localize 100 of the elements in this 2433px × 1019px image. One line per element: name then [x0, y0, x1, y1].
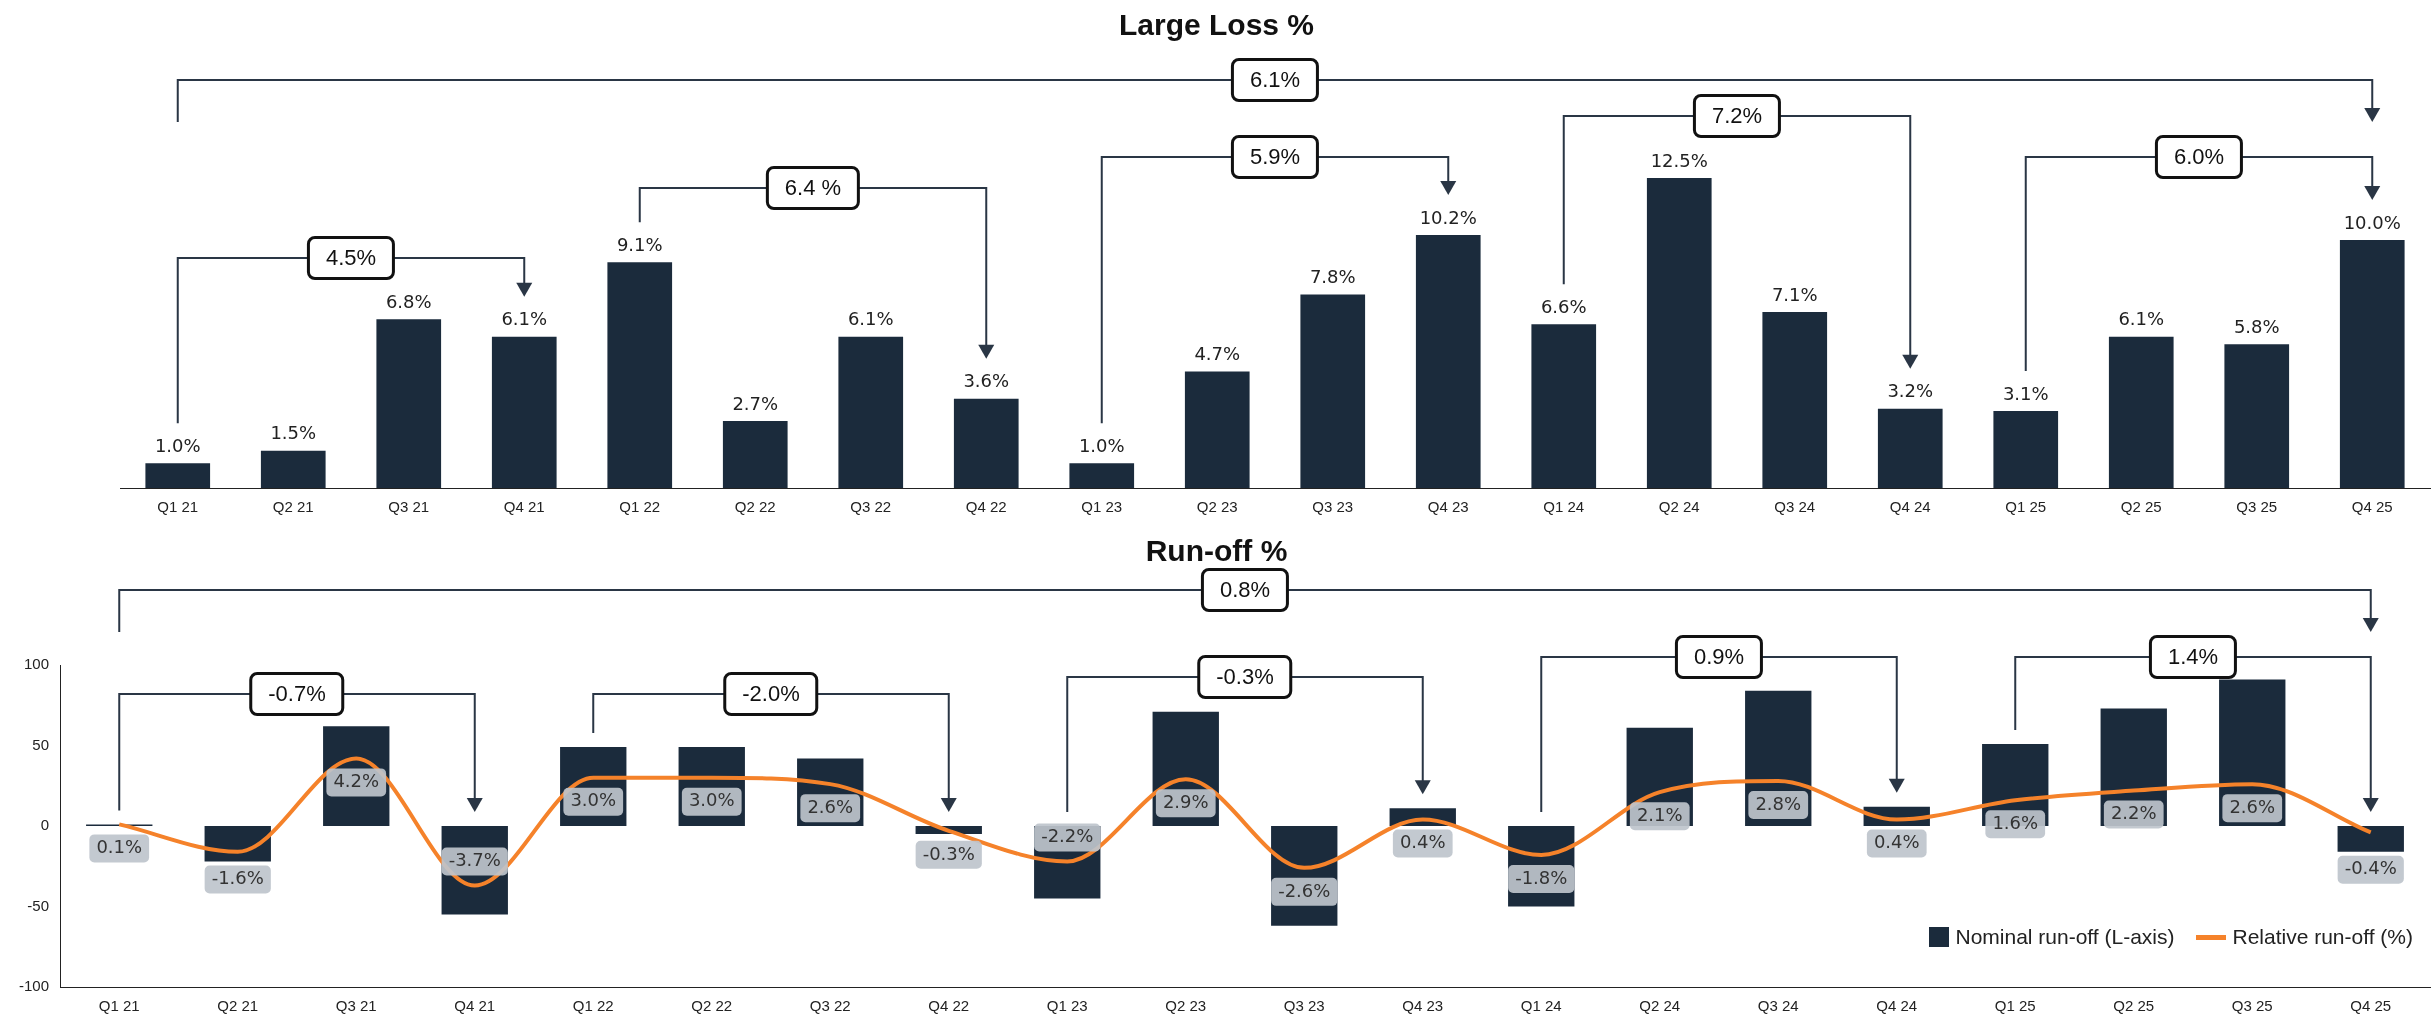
data-label: -0.3%: [922, 842, 975, 864]
x-tick-label: Q1 22: [572, 997, 614, 1015]
annotation: -0.7%: [249, 672, 345, 716]
x-tick-label: Q2 22: [734, 498, 776, 516]
data-label: 6.1%: [847, 308, 894, 330]
data-label: 7.1%: [1771, 283, 1818, 305]
x-tick-label: Q3 25: [2231, 997, 2273, 1015]
data-label: 2.1%: [1636, 803, 1683, 825]
y-tick-label: -100: [18, 977, 49, 995]
data-label: 9.1%: [616, 233, 663, 255]
text: 7.2%: [1692, 94, 1782, 138]
annotation: 6.4 %: [765, 166, 861, 210]
bar: [1993, 411, 2059, 488]
x-tick-label: Q4 25: [2351, 498, 2393, 516]
text: 5.9%: [1230, 135, 1320, 179]
x-tick-label: Q3 24: [1774, 498, 1816, 516]
y-tick-label: 50: [32, 735, 49, 753]
data-label: 10.0%: [2343, 211, 2401, 233]
x-tick-label: Q4 25: [2350, 997, 2392, 1015]
bar: [1415, 235, 1481, 488]
data-label: 2.7%: [732, 392, 779, 414]
data-label: 0.1%: [96, 836, 143, 858]
x-tick-label: Q3 23: [1312, 498, 1354, 516]
data-label: 10.2%: [1419, 206, 1477, 228]
x-tick-label: Q1 23: [1046, 997, 1088, 1015]
bar: [607, 262, 673, 488]
data-label: 3.2%: [1887, 380, 1934, 402]
x-tick-label: Q1 23: [1081, 498, 1123, 516]
x-tick-label: Q1 25: [1994, 997, 2036, 1015]
text: 6.0%: [2154, 135, 2244, 179]
x-tick-label: Q3 21: [388, 498, 430, 516]
chart-title: Large Loss %: [1117, 8, 1316, 42]
bar: [260, 450, 326, 488]
x-tick-label: Q1 22: [619, 498, 661, 516]
data-label: 0.4%: [1399, 831, 1446, 853]
data-label: 2.8%: [1755, 792, 1802, 814]
legend-label: Relative run-off (%): [2232, 925, 2413, 949]
data-label: 0.4%: [1873, 831, 1920, 853]
annotation: -0.3%: [1197, 655, 1293, 699]
data-label: 2.6%: [807, 795, 854, 817]
data-label: -0.4%: [2344, 857, 2397, 879]
bar: [1069, 463, 1135, 488]
x-tick-label: Q1 25: [2005, 498, 2047, 516]
data-label: 5.8%: [2233, 315, 2280, 337]
data-label: 6.8%: [385, 291, 432, 313]
x-tick-label: Q4 24: [1876, 997, 1918, 1015]
bar: [2339, 240, 2405, 488]
data-label: 3.0%: [570, 789, 617, 811]
text: 6.1%: [1230, 58, 1320, 102]
data-label: -1.8%: [1515, 866, 1568, 888]
annotation: 0.9%: [1674, 635, 1764, 679]
bar: [1531, 324, 1597, 488]
bar: [1184, 371, 1250, 488]
x-tick-label: Q4 22: [965, 498, 1007, 516]
data-label: 2.9%: [1162, 790, 1209, 812]
bar: [1877, 408, 1943, 488]
legend-label: Nominal run-off (L-axis): [1955, 925, 2175, 949]
bar: [2337, 826, 2404, 852]
data-label: -2.6%: [1278, 879, 1331, 901]
x-tick-label: Q1 24: [1520, 997, 1562, 1015]
bar: [953, 398, 1019, 488]
annotation: 4.5%: [306, 236, 396, 280]
data-label: 6.1%: [501, 308, 548, 330]
x-tick-label: Q4 22: [928, 997, 970, 1015]
x-tick-label: Q4 21: [503, 498, 545, 516]
x-tick-label: Q1 21: [98, 997, 140, 1015]
data-label: 12.5%: [1650, 149, 1708, 171]
data-label: 3.6%: [963, 370, 1010, 392]
y-tick-label: -50: [27, 896, 49, 914]
data-label: 1.6%: [1992, 811, 2039, 833]
text: 0.8%: [1200, 568, 1290, 612]
bar: [2224, 344, 2290, 488]
x-tick-label: Q4 24: [1889, 498, 1931, 516]
x-tick-label: Q3 22: [850, 498, 892, 516]
annotation: 1.4%: [2148, 635, 2238, 679]
x-tick-label: Q4 23: [1402, 997, 1444, 1015]
data-label: 6.6%: [1540, 295, 1587, 317]
x-tick-label: Q4 21: [454, 997, 496, 1015]
x-tick-label: Q1 21: [157, 498, 199, 516]
data-label: 1.0%: [154, 434, 201, 456]
x-tick-label: Q3 21: [335, 997, 377, 1015]
x-tick-label: Q1 24: [1543, 498, 1585, 516]
x-tick-label: Q2 25: [2113, 997, 2155, 1015]
x-tick-label: Q4 23: [1427, 498, 1469, 516]
data-label: 1.0%: [1078, 434, 1125, 456]
bar: [491, 336, 557, 488]
bar: [838, 336, 904, 488]
x-tick-label: Q2 23: [1165, 997, 1207, 1015]
chart-title: Run-off %: [1144, 534, 1289, 568]
bar: [1762, 311, 1828, 488]
bar: [1300, 294, 1366, 488]
data-label: 2.2%: [2110, 802, 2157, 824]
x-tick-label: Q2 25: [2120, 498, 2162, 516]
data-label: -3.7%: [448, 849, 501, 871]
bar: [722, 421, 788, 488]
data-label: 4.7%: [1194, 343, 1241, 365]
x-tick-label: Q2 24: [1658, 498, 1700, 516]
data-label: 7.8%: [1309, 266, 1356, 288]
data-label: 2.6%: [2229, 795, 2276, 817]
y-tick-label: 0: [40, 816, 49, 834]
